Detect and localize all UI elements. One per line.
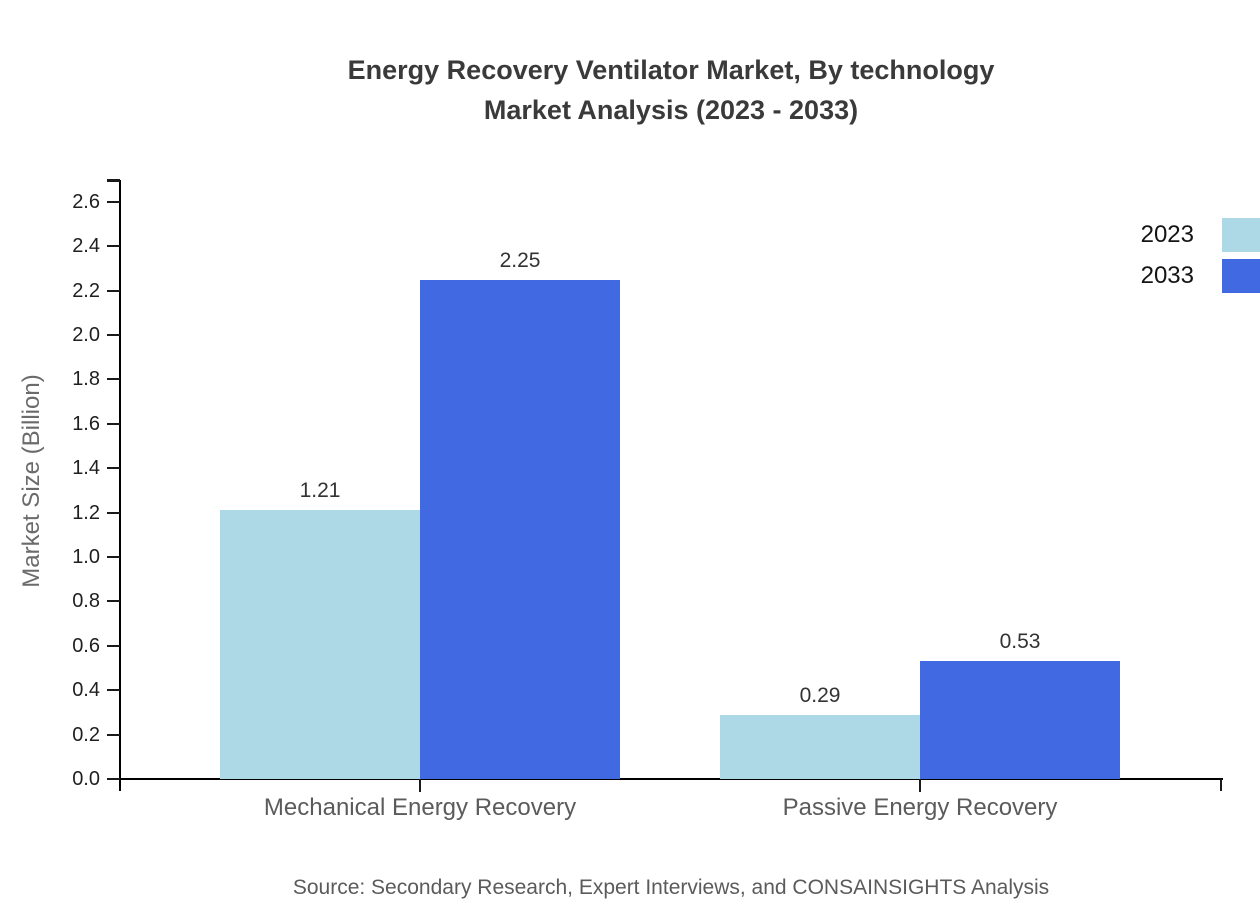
y-tick-mark (107, 467, 120, 470)
y-tick-label: 1.6 (72, 412, 100, 435)
category-label-passive-energy-recovery: Passive Energy Recovery (782, 794, 1058, 821)
legend-label-2023: 2023 (1140, 221, 1194, 248)
y-tick-mark (107, 422, 120, 425)
legend-row-2033: 2033 (1141, 259, 1260, 293)
legend-label-2033: 2033 (1140, 262, 1194, 289)
y-tick-label: 1.8 (72, 368, 100, 391)
value-label-2023-passive-energy-recovery: 0.29 (799, 683, 841, 707)
y-tick-mark (107, 778, 120, 780)
legend: 2023 2033 (1141, 218, 1260, 300)
x-axis-line (118, 777, 1224, 781)
y-tick-mark (107, 245, 120, 248)
y-tick-label: 0.6 (72, 634, 100, 657)
value-label-2033-passive-energy-recovery: 0.53 (999, 630, 1041, 654)
y-tick-label: 0.0 (72, 768, 100, 790)
bar-2023-passive-energy-recovery (720, 714, 920, 779)
y-tick-label: 0.2 (72, 723, 100, 746)
y-tick-mark (107, 289, 120, 292)
category-label-mechanical-energy-recovery: Mechanical Energy Recovery (263, 794, 577, 821)
bar-2023-mechanical-energy-recovery (220, 510, 420, 779)
source-note: Source: Secondary Research, Expert Inter… (292, 876, 1050, 899)
y-tick-label: 0.4 (72, 679, 100, 702)
legend-swatch-2033 (1222, 259, 1260, 293)
y-axis-line (118, 180, 122, 791)
y-tick-mark (107, 378, 120, 381)
chart-title: Energy Recovery Ventilator Market, By te… (120, 50, 1222, 130)
y-tick-mark (107, 689, 120, 692)
y-tick-label: 2.4 (72, 235, 100, 258)
y-tick-label: 0.8 (72, 590, 100, 613)
y-tick-mark (107, 334, 120, 336)
y-tick-mark (107, 511, 120, 514)
legend-row-2023: 2023 (1141, 218, 1260, 252)
y-tick-mark (107, 600, 120, 603)
y-tick-mark (107, 556, 120, 558)
x-axis-end-cap (1219, 779, 1222, 791)
value-label-2033-mechanical-energy-recovery: 2.25 (499, 248, 541, 272)
chart-title-line-1: Energy Recovery Ventilator Market, By te… (347, 55, 995, 85)
y-tick-label: 1.0 (72, 546, 100, 568)
y-tick-mark (107, 644, 120, 647)
x-tick-mark (419, 779, 421, 792)
legend-swatch-2023 (1222, 218, 1260, 252)
x-tick-mark (919, 779, 921, 792)
y-tick-label: 1.2 (72, 501, 100, 524)
y-tick-label: 2.6 (72, 190, 100, 213)
y-tick-mark (107, 200, 120, 203)
y-tick-label: 2.0 (72, 324, 100, 346)
y-tick-label: 2.2 (72, 279, 100, 302)
chart-title-line-2: Market Analysis (2023 - 2033) (483, 95, 859, 125)
y-axis-top-cap (107, 179, 120, 182)
bar-2033-mechanical-energy-recovery (420, 279, 620, 779)
y-tick-label: 1.4 (72, 457, 100, 480)
value-label-2023-mechanical-energy-recovery: 1.21 (299, 479, 341, 503)
y-tick-mark (107, 733, 120, 736)
bar-2033-passive-energy-recovery (920, 661, 1120, 779)
